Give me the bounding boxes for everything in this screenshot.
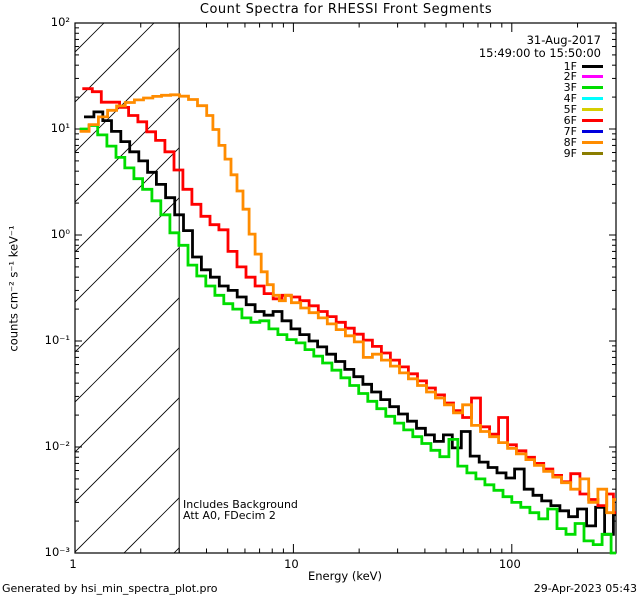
y-tick-label: 10⁻² <box>44 439 70 453</box>
y-tick-label: 10¹ <box>50 121 70 135</box>
y-tick-label: 10⁰ <box>50 227 70 241</box>
observation-time-range: 15:49:00 to 15:50:00 <box>478 46 601 60</box>
legend-label-6F: 6F <box>563 114 577 128</box>
x-tick-label: 1 <box>69 557 77 571</box>
y-axis-label: counts cm⁻² s⁻¹ keV⁻¹ <box>6 225 21 352</box>
legend-label-5F: 5F <box>563 103 577 117</box>
spectrum-curve-8F <box>79 93 616 515</box>
legend-swatch-3F <box>582 86 603 90</box>
legend-swatch-1F <box>582 64 603 68</box>
hatch-line <box>75 447 180 553</box>
generator-credit: Generated by hsi_min_spectra_plot.pro <box>2 582 218 595</box>
x-tick-label: 10 <box>284 557 299 571</box>
render-timestamp: 29-Apr-2023 05:43 <box>533 582 637 595</box>
spectrum-curve-1F <box>84 110 616 536</box>
legend-label-9F: 9F <box>563 147 577 161</box>
legend-label-7F: 7F <box>563 125 577 139</box>
legend-label-1F: 1F <box>563 59 577 73</box>
spectrum-curve-3F <box>79 124 616 555</box>
y-tick-label: 10² <box>50 15 70 29</box>
hatch-line <box>75 397 180 503</box>
legend-swatch-2F <box>582 75 603 79</box>
observation-date: 31-Aug-2017 <box>526 33 601 47</box>
legend-swatch-7F <box>582 130 603 134</box>
hatch-line <box>75 97 180 203</box>
legend-label-4F: 4F <box>563 92 577 106</box>
legend-swatch-8F <box>582 141 603 145</box>
x-axis-label: Energy (keV) <box>307 569 383 583</box>
legend-label-3F: 3F <box>563 81 577 95</box>
chart-title: Count Spectra for RHESSI Front Segments <box>199 2 493 17</box>
note-attenuator-state: Att A0, FDecim 2 <box>183 509 276 522</box>
hatch-line <box>75 247 180 353</box>
legend-swatch-9F <box>582 152 603 156</box>
legend-swatch-4F <box>582 97 603 101</box>
hatch-line <box>75 147 180 253</box>
hatch-line <box>75 197 180 303</box>
x-tick-label: 100 <box>498 557 521 571</box>
y-tick-label: 10⁻¹ <box>44 333 70 347</box>
legend-label-2F: 2F <box>563 70 577 84</box>
note-includes-background: Includes Background <box>183 498 298 511</box>
y-tick-label: 10⁻³ <box>44 545 70 559</box>
legend-label-8F: 8F <box>563 136 577 150</box>
axes-box <box>74 22 617 554</box>
legend-swatch-6F <box>582 119 603 123</box>
legend-swatch-5F <box>582 108 603 112</box>
